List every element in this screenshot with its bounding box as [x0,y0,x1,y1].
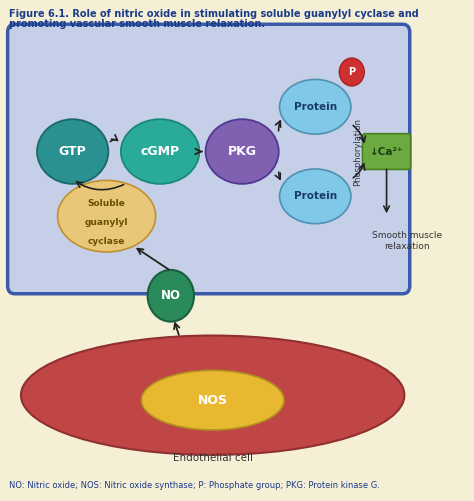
Ellipse shape [280,169,351,223]
Ellipse shape [21,336,404,455]
Text: ↓Ca²⁺: ↓Ca²⁺ [370,147,403,156]
Ellipse shape [206,119,279,184]
Text: guanylyl: guanylyl [85,217,128,226]
Text: promoting vascular smooth muscle relaxation.: promoting vascular smooth muscle relaxat… [9,20,264,29]
Ellipse shape [57,180,155,252]
Ellipse shape [141,370,284,430]
Ellipse shape [147,270,194,322]
Ellipse shape [280,80,351,134]
Text: NO: Nitric oxide; NOS: Nitric oxide synthase; P: Phosphate group; PKG: Protein k: NO: Nitric oxide; NOS: Nitric oxide synt… [9,480,379,489]
Ellipse shape [37,119,109,184]
Text: P: P [348,67,356,77]
Text: Soluble: Soluble [88,199,126,208]
Text: Figure 6.1. Role of nitric oxide in stimulating soluble guanylyl cyclase and: Figure 6.1. Role of nitric oxide in stim… [9,10,418,20]
FancyBboxPatch shape [8,24,410,294]
Text: PKG: PKG [228,145,256,158]
Ellipse shape [121,119,200,184]
Circle shape [339,58,365,86]
Text: cGMP: cGMP [140,145,180,158]
Text: Protein: Protein [294,191,337,201]
Text: Protein: Protein [294,102,337,112]
Text: NO: NO [161,289,181,302]
Text: GTP: GTP [59,145,87,158]
Text: cyclase: cyclase [88,236,125,245]
Text: NOS: NOS [198,394,228,407]
Text: Phosphorylation: Phosphorylation [354,118,363,185]
FancyBboxPatch shape [363,134,410,169]
Text: Smooth muscle
relaxation: Smooth muscle relaxation [372,231,442,250]
Text: Endothelial cell: Endothelial cell [173,453,253,463]
